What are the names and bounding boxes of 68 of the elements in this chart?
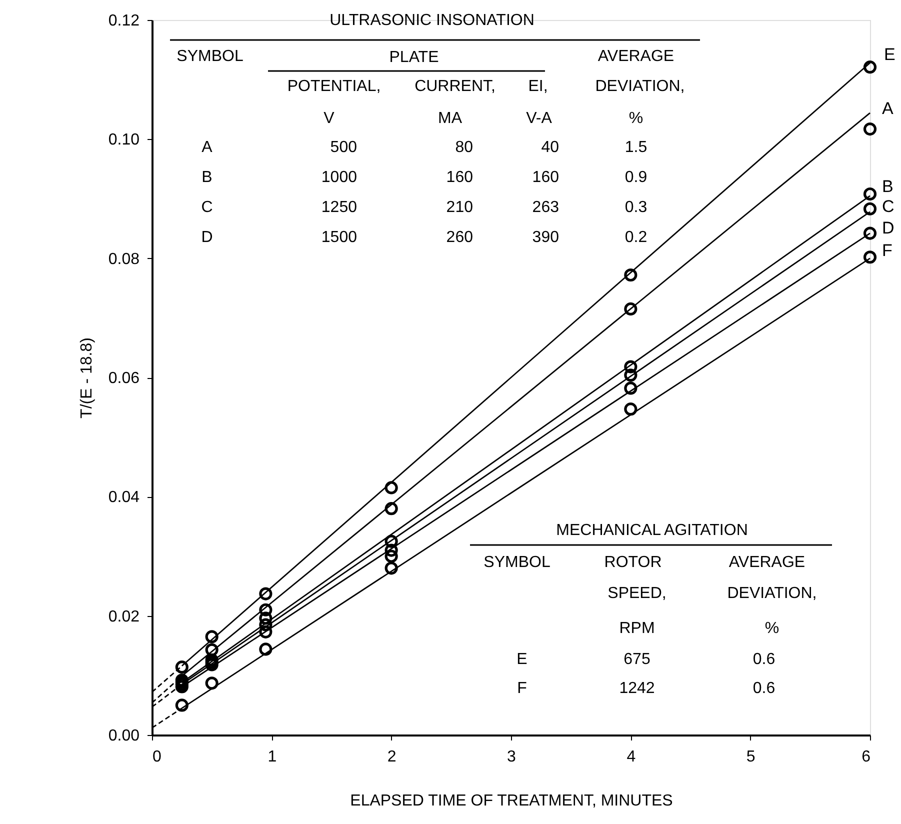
- annotation: 1500: [321, 229, 358, 246]
- annotation: 1242: [619, 680, 655, 697]
- annotation: POTENTIAL,: [287, 78, 381, 95]
- x-tick-label: 0: [152, 748, 162, 766]
- annotation: 0.9: [624, 169, 648, 186]
- series-label: D: [882, 218, 894, 238]
- y-tick-label: 0.06: [108, 370, 140, 387]
- y-tick-label: 0.04: [108, 489, 140, 506]
- annotation: MECHANICAL AGITATION: [556, 522, 748, 539]
- annotation: 0.6: [752, 680, 776, 697]
- y-tick-label: 0.08: [108, 250, 140, 268]
- y-axis-title: T/(E - 18.8): [78, 338, 96, 418]
- x-tick-label: 5: [746, 748, 756, 766]
- annotation: 390: [532, 229, 560, 246]
- annotation: V: [324, 110, 335, 127]
- annotation: DEVIATION,: [595, 78, 685, 95]
- annotation: 0.6: [752, 651, 776, 668]
- annotation: B: [202, 169, 212, 186]
- annotation: 160: [532, 169, 560, 186]
- series-label: C: [882, 196, 894, 216]
- annotation: 0.3: [624, 199, 648, 216]
- annotation: C: [201, 199, 213, 216]
- x-tick-label: 4: [626, 748, 636, 766]
- series-label: E: [884, 45, 896, 64]
- y-tick-label: 0.02: [108, 608, 140, 626]
- annotation: F: [517, 680, 528, 697]
- annotation: 675: [624, 651, 650, 668]
- annotation: A: [202, 139, 213, 156]
- annotation: 1250: [321, 199, 358, 216]
- y-tick-label: 0.12: [108, 12, 140, 30]
- annotation: ULTRASONIC INSONATION: [330, 12, 534, 29]
- x-tick-label: 6: [862, 748, 871, 766]
- annotation: %: [764, 620, 780, 637]
- annotation: 263: [532, 199, 560, 216]
- annotation: 1.5: [624, 139, 648, 156]
- annotation: EI,: [528, 78, 548, 95]
- x-tick-label: 1: [268, 748, 277, 766]
- x-axis-title: ELAPSED TIME OF TREATMENT, MINUTES: [350, 792, 673, 810]
- annotation: %: [628, 110, 644, 127]
- annotation: 500: [330, 139, 358, 156]
- annotation: PLATE: [389, 49, 439, 66]
- series-label: A: [882, 99, 894, 118]
- annotation: 1000: [321, 169, 358, 186]
- y-tick-label: 0.00: [108, 728, 140, 744]
- annotation: AVERAGE: [728, 554, 806, 571]
- annotation: MA: [438, 110, 462, 127]
- annotation: AVERAGE: [598, 48, 674, 65]
- annotation: SPEED,: [608, 585, 666, 602]
- series-label: F: [882, 241, 892, 260]
- annotation: 160: [446, 169, 474, 186]
- annotation: DEVIATION,: [727, 585, 817, 602]
- annotation: SYMBOL: [176, 48, 244, 65]
- annotation: CURRENT,: [414, 78, 496, 95]
- annotation: RPM: [619, 620, 655, 637]
- x-tick-label: 2: [387, 748, 396, 766]
- y-tick-label: 0.10: [108, 132, 140, 149]
- annotation: 260: [446, 229, 474, 246]
- annotation: E: [516, 651, 528, 668]
- annotation: 40: [541, 139, 560, 156]
- annotation: 0.2: [624, 229, 648, 246]
- annotation: V-A: [526, 110, 552, 127]
- annotation: SYMBOL: [484, 554, 550, 571]
- annotation: D: [201, 229, 213, 246]
- x-tick-label: 3: [507, 748, 516, 766]
- annotation: ROTOR: [604, 554, 662, 571]
- series-label: B: [882, 176, 894, 196]
- annotation: 210: [446, 199, 474, 216]
- annotation: 80: [455, 139, 474, 156]
